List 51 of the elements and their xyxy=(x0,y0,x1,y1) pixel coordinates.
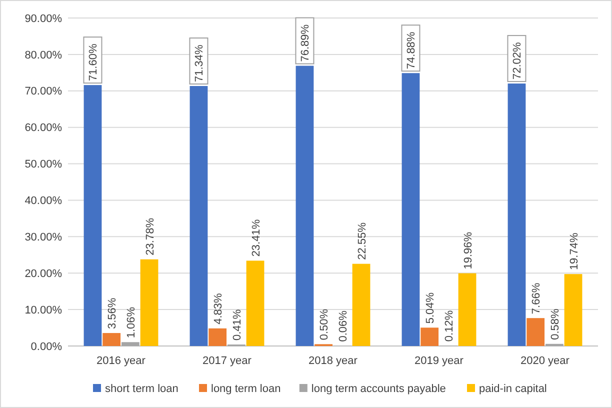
y-tick-label: 20.00% xyxy=(24,268,62,280)
bar xyxy=(508,84,526,346)
data-label: 4.83% xyxy=(212,292,225,324)
bar xyxy=(140,259,158,346)
data-label: 0.50% xyxy=(318,308,331,340)
data-label: 71.60% xyxy=(88,44,100,82)
bar xyxy=(526,318,545,346)
y-tick-label: 30.00% xyxy=(24,232,62,244)
y-tick-label: 90.00% xyxy=(24,12,62,25)
y-tick-label: 70.00% xyxy=(24,86,62,98)
bar xyxy=(190,86,208,346)
bar xyxy=(564,274,582,346)
data-label: 72.02% xyxy=(512,42,524,80)
data-label: 23.78% xyxy=(144,218,156,256)
data-label: 0.41% xyxy=(231,309,244,341)
data-label: 5.04% xyxy=(424,292,437,324)
bar xyxy=(246,260,264,346)
x-tick-label: 2020 year xyxy=(520,355,570,367)
x-tick-label: 2017 year xyxy=(202,355,252,367)
bar xyxy=(352,264,370,346)
data-label: 19.74% xyxy=(568,232,580,270)
bar xyxy=(208,328,227,346)
data-label: 3.56% xyxy=(106,298,119,330)
y-tick-label: 40.00% xyxy=(24,195,62,208)
data-label: 0.06% xyxy=(337,310,350,342)
bar xyxy=(102,333,121,346)
x-tick-label: 2019 year xyxy=(414,355,464,367)
legend-label: long term loan xyxy=(211,382,281,395)
bar xyxy=(458,273,476,346)
data-label: 23.41% xyxy=(250,219,262,257)
data-label: 1.06% xyxy=(125,306,138,338)
legend-label: short term loan xyxy=(105,382,178,395)
data-label: 19.96% xyxy=(462,232,474,270)
y-tick-label: 80.00% xyxy=(24,49,62,62)
legend-label: paid-in capital xyxy=(479,382,547,395)
bar xyxy=(121,342,140,346)
y-tick-label: 0.00% xyxy=(30,340,62,353)
data-label: 71.34% xyxy=(194,44,206,82)
legend-label: long term accounts payable xyxy=(311,382,446,395)
data-label: 0.12% xyxy=(443,310,456,342)
x-tick-label: 2018 year xyxy=(308,355,358,367)
data-label: 22.55% xyxy=(356,222,368,260)
data-label: 7.66% xyxy=(530,282,543,314)
y-tick-label: 60.00% xyxy=(24,122,62,134)
x-tick-label: 2016 year xyxy=(96,355,146,367)
bar xyxy=(420,328,439,346)
data-label: 74.88% xyxy=(406,32,418,70)
data-label: 0.58% xyxy=(549,308,562,340)
y-tick-label: 10.00% xyxy=(24,304,62,316)
y-tick-label: 50.00% xyxy=(24,158,62,171)
data-label: 76.89% xyxy=(300,24,312,62)
